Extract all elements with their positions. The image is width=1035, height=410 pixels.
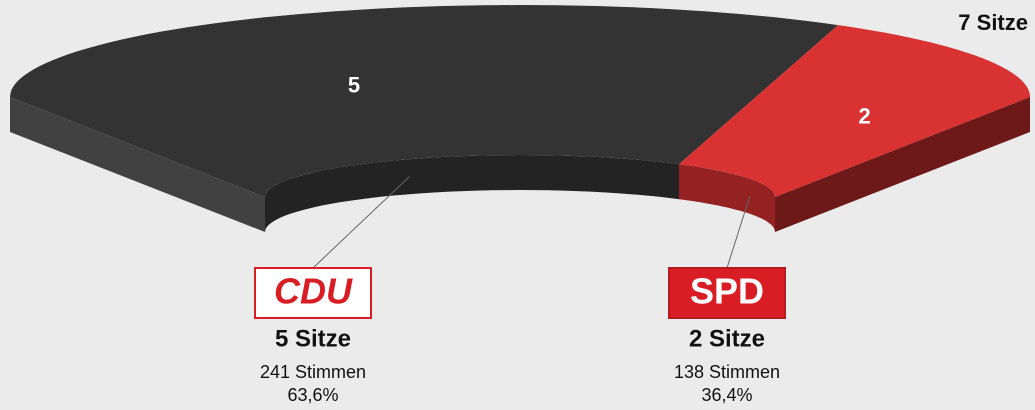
party-share: 36,4% — [701, 385, 752, 405]
leader-line — [726, 196, 751, 269]
segment-end-face — [775, 97, 1030, 232]
segment-label: 5 — [348, 72, 360, 97]
party-seats: 2 Sitze — [689, 325, 765, 352]
party-votes: 138 Stimmen — [674, 362, 780, 382]
party-logo-box — [254, 267, 372, 319]
segment-end-face — [10, 97, 265, 232]
segment-inner-wall — [265, 155, 679, 232]
total-seats: 7 Sitze — [958, 10, 1028, 35]
seat-segment — [679, 25, 1030, 197]
party-share: 63,6% — [287, 385, 338, 405]
leader-line — [312, 176, 410, 269]
party-logo: SPD — [690, 271, 764, 312]
party-logo-box — [668, 267, 786, 319]
segment-label: 2 — [858, 104, 870, 129]
party-seats: 5 Sitze — [275, 325, 351, 352]
party-logo: CDU — [274, 271, 353, 312]
segment-inner-wall — [679, 164, 775, 232]
seat-segment — [10, 5, 838, 197]
party-votes: 241 Stimmen — [260, 362, 366, 382]
